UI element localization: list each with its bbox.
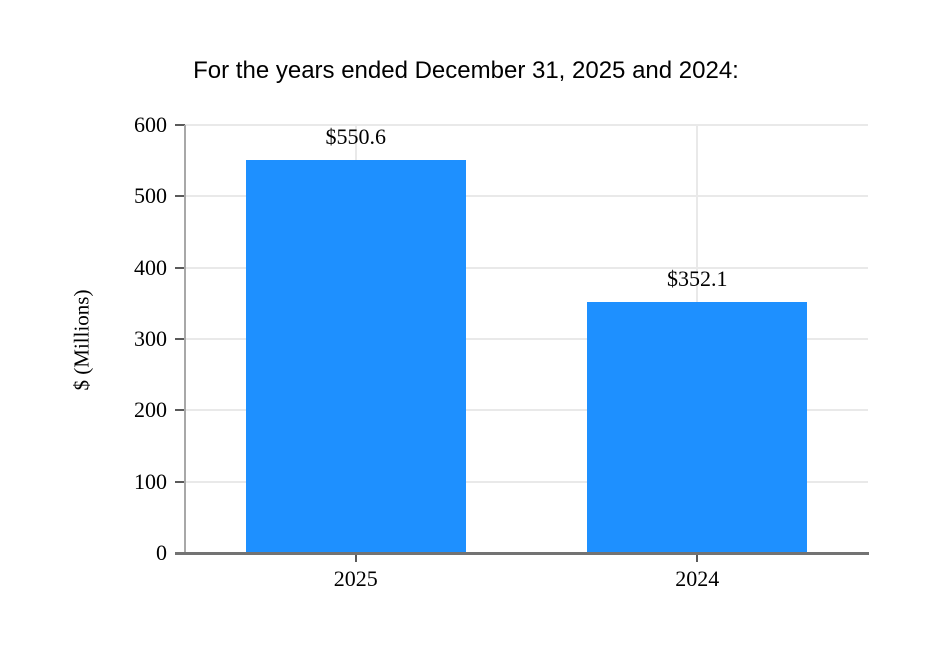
plot-area: $550.6 $352.1 xyxy=(185,124,868,553)
x-tick-label: 2024 xyxy=(675,566,720,591)
chart-title: For the years ended December 31, 2025 an… xyxy=(193,57,739,84)
bar-2024 xyxy=(587,301,808,553)
bar-value-label: $352.1 xyxy=(667,265,728,291)
x-tick xyxy=(696,554,699,562)
h-gridline xyxy=(185,124,868,126)
y-tick xyxy=(175,338,185,340)
y-tick xyxy=(175,480,185,483)
h-gridline xyxy=(185,266,868,269)
h-gridline xyxy=(185,480,868,483)
y-tick-label: 0 xyxy=(156,540,167,565)
x-tick xyxy=(354,554,357,562)
y-tick-label: 200 xyxy=(134,397,167,423)
y-axis-line xyxy=(184,125,186,553)
y-tick-label: 600 xyxy=(134,112,167,137)
y-tick-label: 100 xyxy=(134,468,167,494)
h-gridline xyxy=(185,409,868,412)
x-tick-label: 2025 xyxy=(333,566,378,591)
y-tick xyxy=(175,124,185,126)
y-tick xyxy=(175,266,185,269)
y-tick xyxy=(175,195,185,198)
x-axis-line xyxy=(175,552,869,555)
y-tick-label: 500 xyxy=(134,183,167,209)
h-gridline xyxy=(185,338,868,340)
bar-value-label: $550.6 xyxy=(325,124,387,150)
y-tick-label: 400 xyxy=(134,254,167,280)
bar-2025 xyxy=(245,160,466,553)
y-tick-label: 300 xyxy=(134,326,167,351)
y-tick xyxy=(175,409,185,412)
h-gridline xyxy=(185,195,868,198)
